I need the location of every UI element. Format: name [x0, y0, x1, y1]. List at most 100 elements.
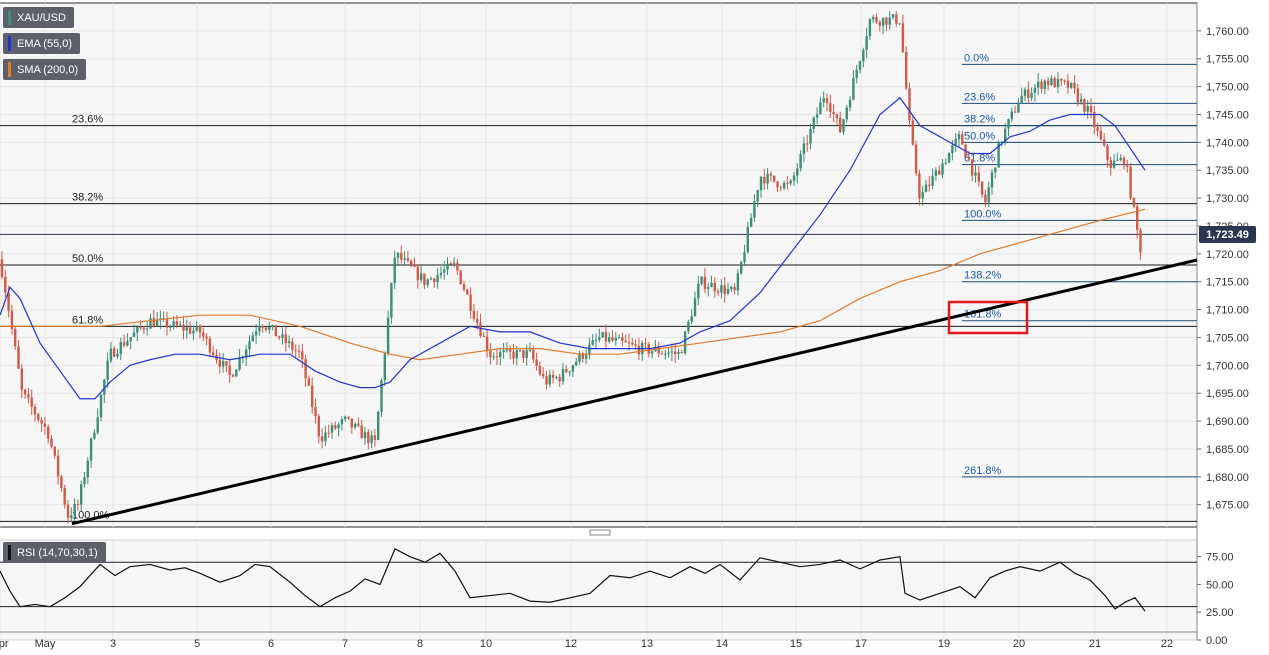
rsi-pane — [0, 539, 1198, 641]
candle-body — [555, 376, 558, 378]
x-tick-label: 19 — [938, 638, 950, 650]
candle-body — [806, 143, 809, 145]
candle-body — [93, 432, 96, 439]
candle-body — [518, 350, 522, 352]
candle-body — [657, 347, 660, 354]
candle-body — [627, 342, 631, 344]
x-tick-label: 10 — [480, 638, 492, 650]
candle-body — [990, 172, 994, 188]
candle-body — [763, 176, 766, 184]
candle-body — [416, 266, 419, 281]
candle-body — [901, 23, 905, 52]
legend-symbol[interactable]: XAU/USD — [3, 7, 74, 28]
candle-body — [888, 17, 891, 25]
support-trendline — [71, 258, 1198, 526]
candle-body — [492, 356, 495, 358]
candle-body — [208, 338, 212, 353]
candle-body — [1129, 166, 1132, 199]
candle-body — [439, 272, 443, 276]
candle-body — [377, 411, 380, 440]
candle-body — [136, 326, 139, 333]
x-tick-label: May — [35, 638, 56, 650]
candle-body — [875, 17, 878, 23]
x-tick-label: 17 — [855, 638, 867, 650]
candle-body — [129, 337, 132, 342]
candle-body — [410, 260, 413, 267]
candle-body — [977, 172, 980, 182]
candle-body — [495, 356, 499, 358]
legend-sma-label: SMA (200,0) — [17, 63, 79, 76]
candle-body — [294, 349, 297, 351]
candle-body — [96, 417, 99, 433]
candle-body — [1046, 80, 1050, 85]
candle-body — [304, 359, 307, 379]
candle-body — [1063, 80, 1066, 82]
y-tick-label: 1,700.00 — [1206, 360, 1249, 372]
x-tick-label: 7 — [342, 638, 348, 650]
candle-body — [865, 36, 868, 51]
candle-body — [568, 371, 571, 373]
pane-resize-handle — [589, 529, 611, 536]
candle-body — [723, 285, 726, 294]
candle-body — [436, 275, 439, 283]
candle-body — [584, 354, 588, 359]
candle-body — [617, 337, 621, 339]
candle-body — [891, 14, 895, 18]
candle-body — [885, 17, 888, 25]
candle-body — [37, 414, 40, 420]
legend-sma[interactable]: SMA (200,0) — [3, 59, 87, 80]
candle-body — [347, 416, 350, 419]
candle-body — [591, 340, 594, 345]
candle-body — [456, 262, 459, 271]
candle-body — [994, 167, 997, 173]
candle-body — [251, 335, 254, 342]
candle-body — [868, 19, 872, 37]
candle-body — [357, 423, 360, 426]
candle-body — [1089, 105, 1093, 112]
candle-body — [753, 201, 756, 218]
candle-body — [258, 326, 261, 332]
candle-body — [971, 159, 974, 176]
candle-body — [934, 170, 938, 176]
candle-body — [419, 273, 423, 281]
y-tick-label: 1,695.00 — [1206, 388, 1249, 400]
candle-body — [1132, 198, 1136, 207]
candle-body — [687, 321, 690, 332]
candle-body — [881, 17, 885, 26]
candle-body — [1040, 81, 1043, 89]
x-tick-label: 3 — [110, 638, 116, 650]
candle-body — [479, 322, 482, 336]
candle-body — [980, 181, 984, 195]
candle-body — [406, 258, 410, 261]
candle-body — [895, 14, 898, 24]
candle-body — [1106, 145, 1109, 160]
y-tick-label: 1,680.00 — [1206, 472, 1249, 484]
legend-ema[interactable]: EMA (55,0) — [3, 33, 81, 54]
candle-body — [340, 419, 344, 425]
candle-body — [987, 187, 990, 203]
candle-body — [1079, 99, 1083, 103]
candle-body — [786, 182, 789, 184]
candle-body — [40, 419, 43, 424]
candle-body — [20, 368, 23, 390]
symbol-swatch-icon — [8, 10, 11, 25]
x-tick-label: Apr — [0, 638, 9, 650]
candle-body — [311, 385, 314, 408]
legend-rsi[interactable]: RSI (14,70,30,1) — [3, 542, 106, 563]
candle-body — [852, 77, 855, 100]
sma-200-line — [0, 208, 1146, 361]
candle-body — [792, 175, 796, 181]
candle-body — [169, 326, 172, 328]
candle-body — [680, 352, 683, 354]
candle-body — [720, 285, 723, 293]
candle-body — [195, 325, 198, 331]
x-tick-label: 8 — [417, 638, 423, 650]
candle-body — [931, 175, 934, 186]
candle-body — [261, 326, 264, 328]
candle-body — [984, 194, 987, 203]
candle-body — [921, 192, 924, 199]
candle-body — [611, 337, 614, 341]
candle-body — [532, 349, 535, 360]
fib-level-label: 138.2% — [964, 270, 1002, 282]
